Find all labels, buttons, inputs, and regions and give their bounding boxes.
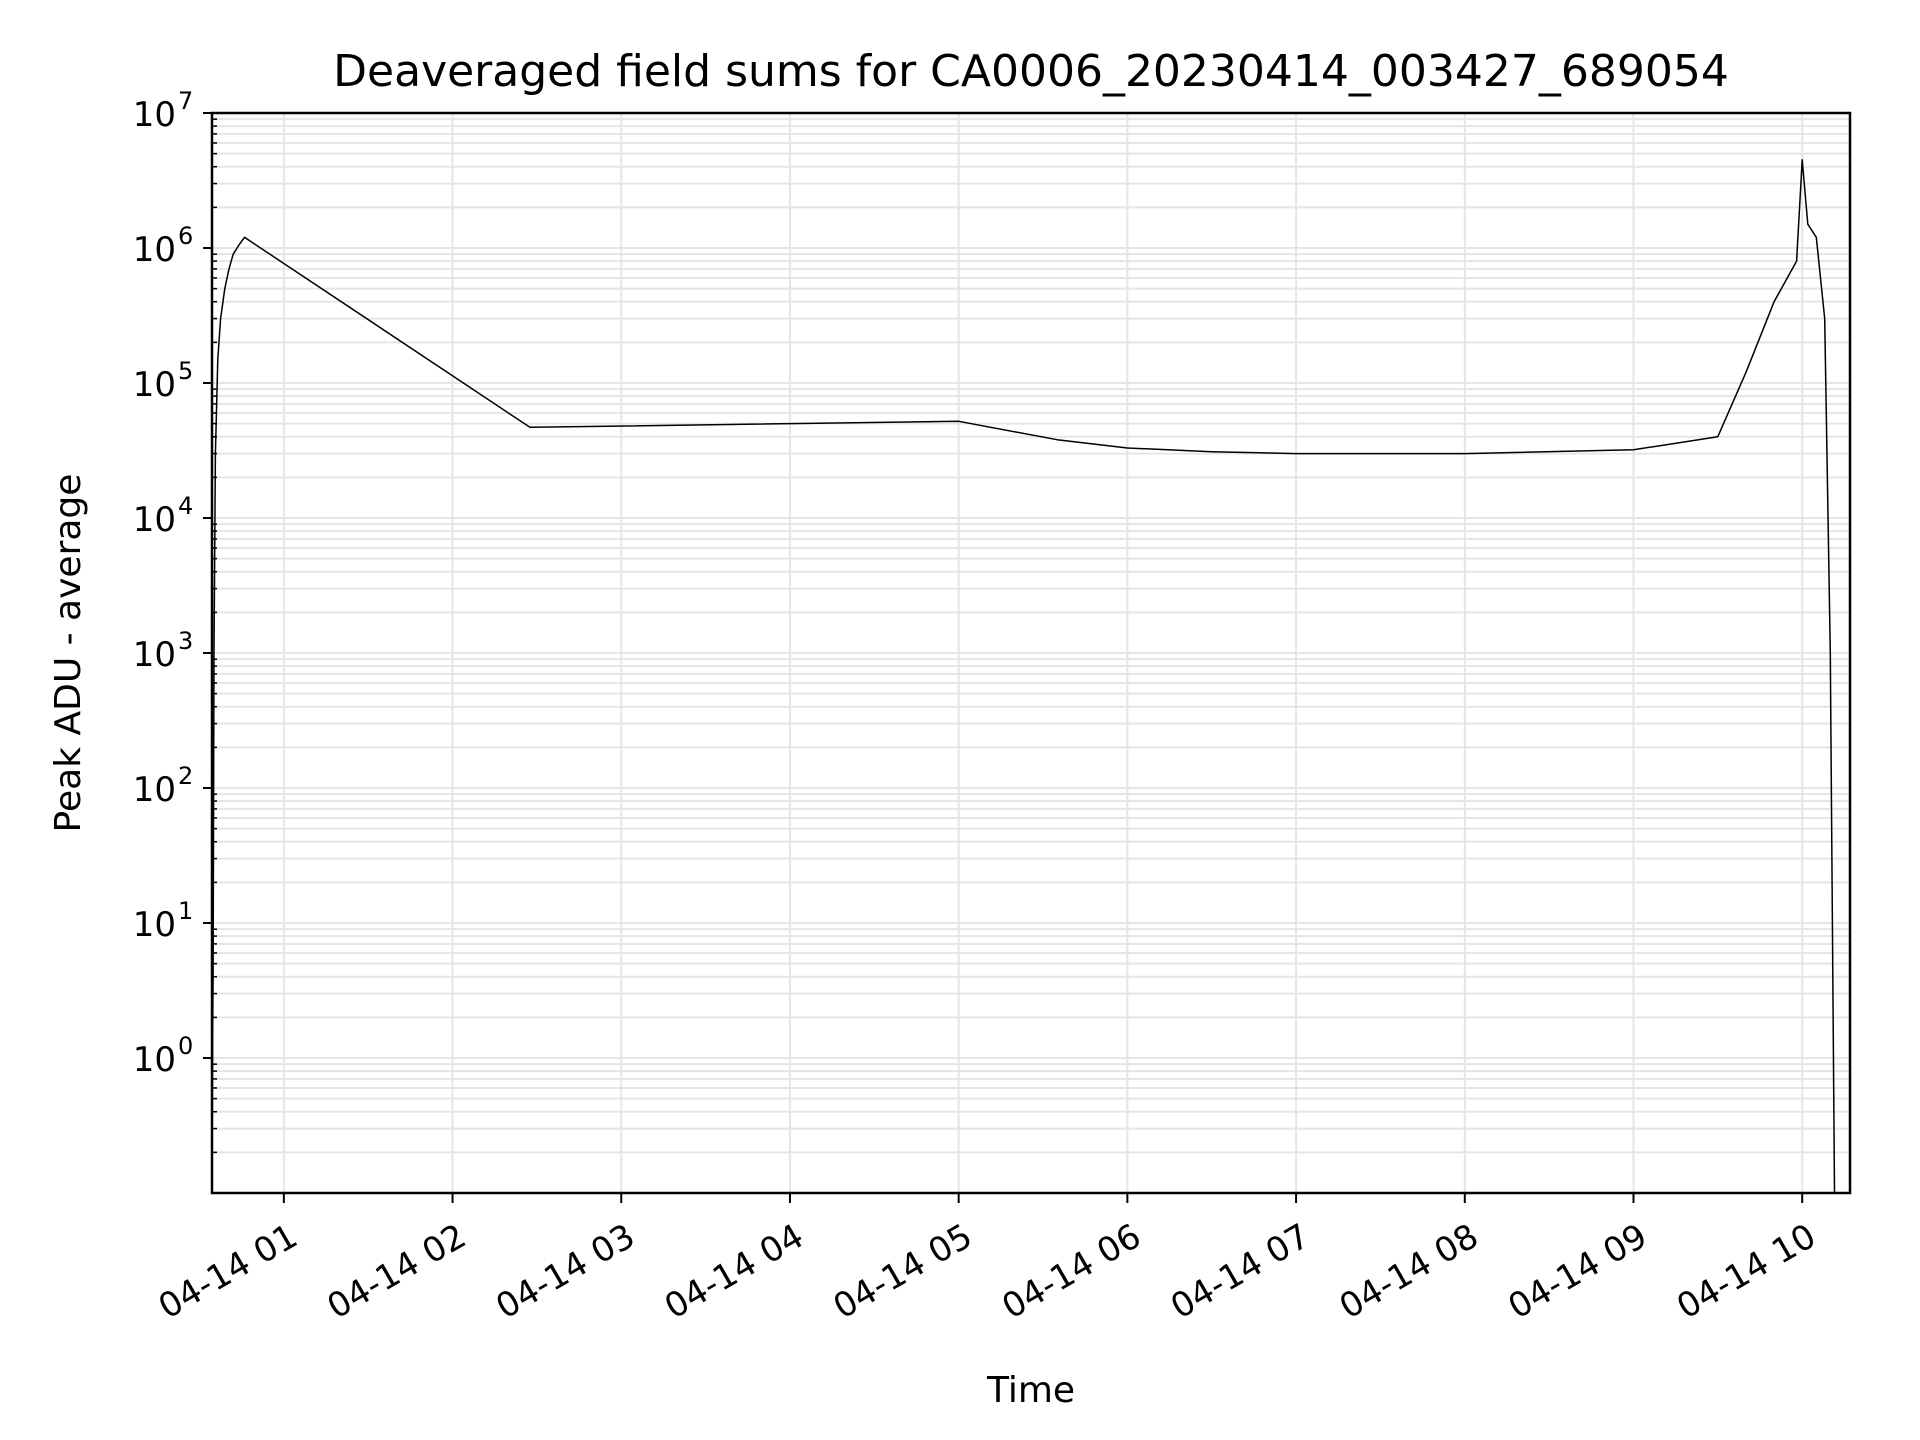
y-tick-exponent: 4 [178, 492, 193, 520]
y-tick-label: 10 [133, 770, 176, 810]
y-tick-label: 10 [133, 500, 176, 540]
y-tick-exponent: 3 [178, 627, 193, 655]
y-tick-label: 10 [133, 635, 176, 675]
y-axis-label: Peak ADU - average [48, 474, 89, 833]
y-tick-exponent: 7 [178, 87, 193, 115]
y-tick-exponent: 0 [178, 1032, 193, 1060]
y-tick-label: 10 [133, 95, 176, 135]
data-layer [211, 159, 1836, 1194]
y-tick-label: 10 [133, 905, 176, 945]
y-tick-exponent: 2 [178, 762, 193, 790]
y-tick-label: 10 [133, 365, 176, 405]
series-line-0 [211, 159, 1836, 1194]
y-tick-exponent: 5 [178, 357, 193, 385]
y-tick-exponent: 1 [178, 897, 193, 925]
grid [212, 112, 1850, 1193]
y-tick-label: 10 [133, 230, 176, 270]
chart-title: Deaveraged field sums for CA0006_2023041… [333, 46, 1729, 97]
x-axis-label: Time [986, 1370, 1075, 1411]
y-tick-label: 10 [133, 1040, 176, 1080]
y-tick-exponent: 6 [178, 222, 193, 250]
